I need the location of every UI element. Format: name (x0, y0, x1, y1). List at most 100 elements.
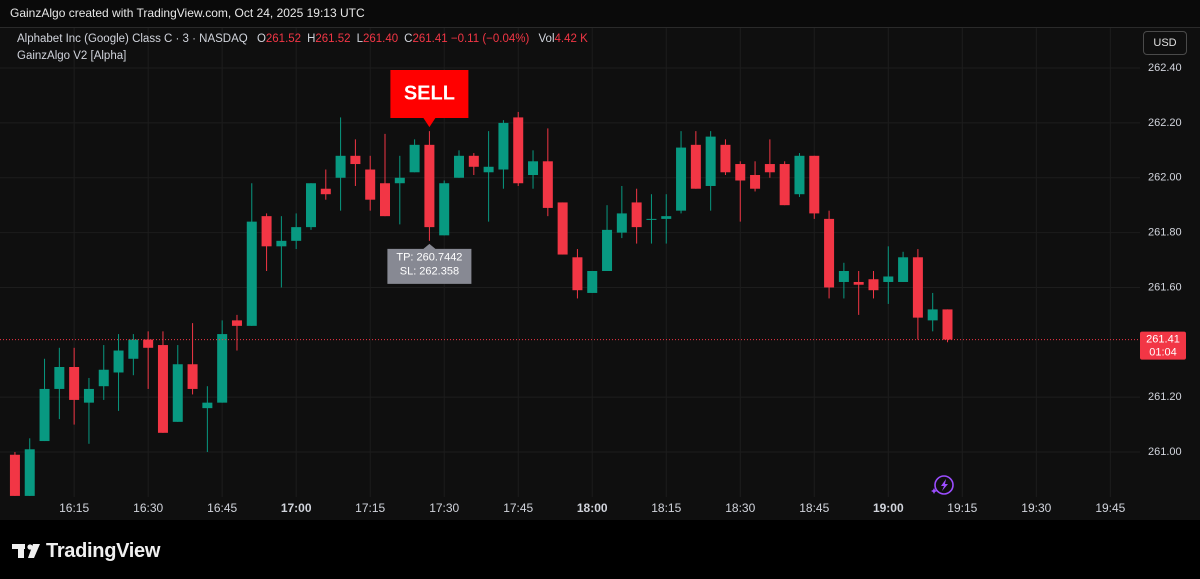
y-tick-label: 261.80 (1148, 227, 1182, 239)
candle-body (39, 388, 50, 442)
candle-body (468, 155, 479, 167)
candle-body (365, 169, 376, 200)
y-tick-label: 262.20 (1148, 117, 1182, 129)
ohlc-value: 261.41 (412, 33, 448, 45)
candle-body (320, 188, 331, 195)
x-tick-label: 17:30 (429, 501, 459, 515)
last-price-label: 261.41 (1146, 333, 1180, 345)
x-tick-label: 19:45 (1095, 501, 1125, 515)
candle-body (646, 218, 657, 220)
ohlc-value: 261.52 (315, 33, 351, 45)
candle-body (557, 202, 568, 255)
candle-body (54, 366, 65, 389)
bottom-bar (0, 520, 1200, 579)
ohlc-legend: O261.52 H261.52 L261.40 C261.41 (251, 33, 451, 45)
candle-body (394, 177, 405, 184)
y-tick-label: 261.60 (1148, 281, 1182, 293)
y-tick-label: 262.00 (1148, 172, 1182, 184)
volume-value: 4.42 K (554, 33, 588, 45)
candle-body (143, 339, 154, 348)
candle-body (616, 213, 627, 233)
candle-body (779, 164, 790, 206)
candle-body (824, 218, 835, 288)
candle-body (720, 144, 731, 173)
candle-body (439, 183, 450, 236)
x-tick-label: 17:45 (503, 501, 533, 515)
candle-body (750, 175, 761, 189)
candle-body (424, 144, 435, 228)
candle-body (690, 144, 701, 189)
candle-body (942, 309, 953, 340)
volume-label: Vol (538, 33, 555, 45)
sell-marker (390, 70, 469, 128)
candle-body (542, 161, 553, 208)
candle-body (838, 271, 849, 282)
ohlc-label: O (256, 33, 266, 45)
x-tick-label: 19:30 (1021, 501, 1051, 515)
candle-body (187, 364, 198, 389)
candle-body (454, 155, 465, 178)
ohlc-value: 261.52 (265, 33, 302, 45)
ohlc-label: H (307, 33, 316, 45)
candles (9, 111, 953, 496)
candle-body (9, 454, 20, 496)
candle-body (291, 227, 302, 241)
x-tick-label: 18:15 (651, 501, 681, 515)
sl-label: SL: 262.358 (400, 266, 459, 278)
candle-body (157, 345, 168, 433)
candle-body (276, 240, 287, 247)
candle-body (350, 155, 361, 165)
x-tick-label: 18:00 (577, 501, 608, 515)
y-tick-label: 261.00 (1148, 446, 1182, 458)
y-tick-label: 261.20 (1148, 391, 1182, 403)
sell-label: SELL (404, 82, 455, 104)
candle-body (380, 183, 390, 217)
x-tick-label: 18:45 (799, 501, 829, 515)
top-bar (0, 0, 1200, 27)
tp-sl-box (387, 243, 472, 284)
last-price-tag (1140, 331, 1186, 360)
candle-body (883, 276, 894, 282)
candle-body (898, 257, 909, 282)
attribution: GainzAlgo created with TradingView.com, … (10, 6, 365, 20)
candle-body (572, 257, 583, 291)
x-tick-label: 19:00 (873, 501, 904, 515)
tp-label: TP: 260.7442 (396, 252, 462, 264)
x-tick-label: 16:15 (59, 501, 89, 515)
candle-body (513, 117, 524, 184)
candle-body (661, 216, 672, 219)
x-tick-label: 16:30 (133, 501, 163, 515)
y-tick-label: 262.40 (1148, 62, 1182, 74)
candle-body (764, 164, 775, 173)
x-tick-label: 17:00 (281, 501, 312, 515)
candle-body (853, 281, 864, 285)
ohlc-value: 261.40 (362, 33, 399, 45)
candle-body (409, 144, 420, 173)
logo-mark (12, 544, 40, 558)
candle-body (69, 366, 80, 400)
candle-body (868, 279, 879, 291)
symbol: Alphabet Inc (Google) Class C · 3 · NASD… (17, 33, 248, 45)
candle-body (587, 271, 598, 293)
candle-body (335, 155, 346, 178)
currency-button[interactable]: USD (1143, 31, 1187, 55)
candle-body (912, 257, 923, 318)
ohlc-label: L (356, 33, 363, 45)
x-tick-label: 16:45 (207, 501, 237, 515)
candle-body (261, 216, 272, 247)
ohlc-label: C (404, 33, 413, 45)
countdown: 01:04 (1149, 346, 1177, 358)
x-tick-label: 17:15 (355, 501, 385, 515)
candle-body (483, 166, 494, 173)
candle-body (631, 202, 642, 228)
candle-body (794, 155, 805, 195)
candle-body (172, 364, 183, 422)
candle-body (528, 161, 539, 176)
candle-body (83, 388, 94, 403)
candle-body (246, 221, 257, 326)
logo-text: TradingView (46, 540, 161, 562)
candle-body (498, 122, 509, 170)
candle-body (217, 334, 228, 403)
x-tick-label: 18:30 (725, 501, 755, 515)
